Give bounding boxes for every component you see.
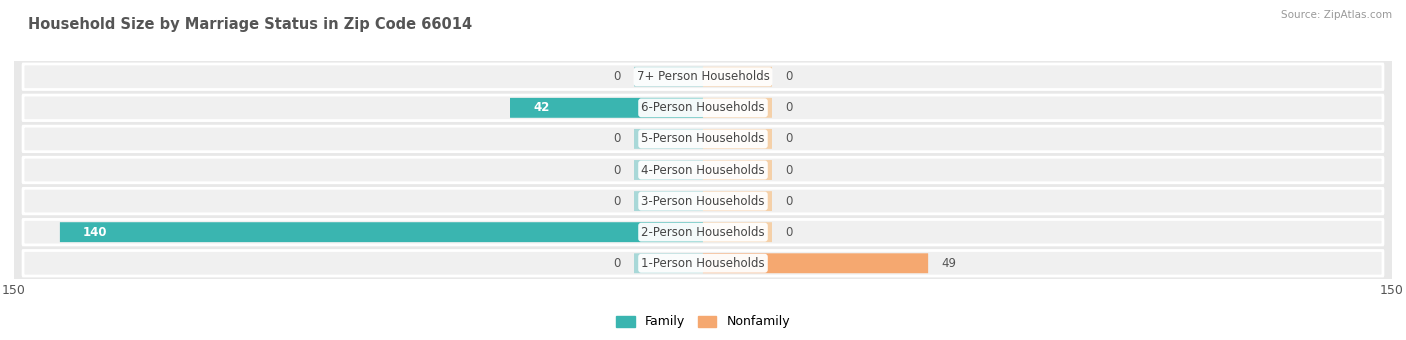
FancyBboxPatch shape bbox=[22, 95, 1384, 121]
FancyBboxPatch shape bbox=[22, 251, 1384, 276]
Text: 5-Person Households: 5-Person Households bbox=[641, 132, 765, 146]
Text: 0: 0 bbox=[613, 194, 620, 208]
Text: 42: 42 bbox=[533, 101, 550, 114]
FancyBboxPatch shape bbox=[22, 64, 1384, 89]
FancyBboxPatch shape bbox=[60, 222, 703, 242]
FancyBboxPatch shape bbox=[22, 157, 1384, 183]
FancyBboxPatch shape bbox=[510, 98, 703, 118]
FancyBboxPatch shape bbox=[634, 129, 703, 149]
FancyBboxPatch shape bbox=[703, 160, 772, 180]
Text: 3-Person Households: 3-Person Households bbox=[641, 194, 765, 208]
Text: 6-Person Households: 6-Person Households bbox=[641, 101, 765, 114]
FancyBboxPatch shape bbox=[634, 67, 703, 87]
Text: 7+ Person Households: 7+ Person Households bbox=[637, 70, 769, 83]
FancyBboxPatch shape bbox=[22, 219, 1384, 245]
Text: 2-Person Households: 2-Person Households bbox=[641, 226, 765, 239]
Text: 0: 0 bbox=[786, 164, 793, 176]
FancyBboxPatch shape bbox=[703, 129, 772, 149]
Text: 0: 0 bbox=[613, 257, 620, 270]
Text: 0: 0 bbox=[786, 132, 793, 146]
Legend: Family, Nonfamily: Family, Nonfamily bbox=[612, 310, 794, 334]
Text: 1-Person Households: 1-Person Households bbox=[641, 257, 765, 270]
FancyBboxPatch shape bbox=[634, 191, 703, 211]
FancyBboxPatch shape bbox=[703, 67, 772, 87]
FancyBboxPatch shape bbox=[703, 222, 772, 242]
FancyBboxPatch shape bbox=[22, 126, 1384, 152]
FancyBboxPatch shape bbox=[703, 191, 772, 211]
Text: 0: 0 bbox=[613, 164, 620, 176]
FancyBboxPatch shape bbox=[634, 253, 703, 273]
FancyBboxPatch shape bbox=[703, 98, 772, 118]
Text: Source: ZipAtlas.com: Source: ZipAtlas.com bbox=[1281, 10, 1392, 20]
Text: 4-Person Households: 4-Person Households bbox=[641, 164, 765, 176]
FancyBboxPatch shape bbox=[703, 253, 928, 273]
Text: 140: 140 bbox=[83, 226, 107, 239]
Text: 0: 0 bbox=[786, 226, 793, 239]
Text: 49: 49 bbox=[942, 257, 957, 270]
Text: Household Size by Marriage Status in Zip Code 66014: Household Size by Marriage Status in Zip… bbox=[28, 17, 472, 32]
FancyBboxPatch shape bbox=[634, 160, 703, 180]
Text: 0: 0 bbox=[613, 70, 620, 83]
Text: 0: 0 bbox=[613, 132, 620, 146]
FancyBboxPatch shape bbox=[22, 188, 1384, 214]
Text: 0: 0 bbox=[786, 101, 793, 114]
Text: 0: 0 bbox=[786, 194, 793, 208]
Text: 0: 0 bbox=[786, 70, 793, 83]
